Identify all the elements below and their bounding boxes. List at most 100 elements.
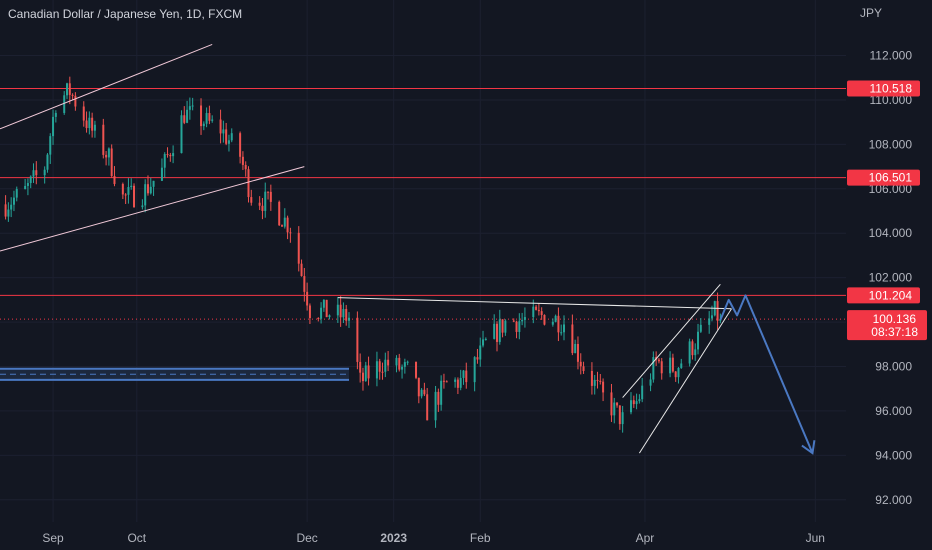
x-tick-label: Feb [470, 531, 491, 545]
candle-body [512, 320, 515, 322]
candle-body [306, 291, 309, 306]
candle-body [258, 202, 261, 206]
y-tick-label: 104.000 [869, 226, 913, 240]
candle-body [12, 197, 15, 205]
candle-body [166, 154, 169, 156]
candle-body [211, 119, 214, 121]
candle-body [247, 169, 250, 198]
candle-body [15, 189, 18, 198]
candle-body [289, 232, 292, 234]
candle-body [562, 324, 566, 333]
candle-body [669, 357, 672, 374]
trend-drawings [0, 43, 816, 455]
candle-body [495, 323, 498, 342]
candle-body [141, 205, 144, 208]
candle-body [657, 359, 660, 362]
candle-body [149, 186, 152, 194]
candle-body [415, 361, 418, 378]
candle-body [378, 361, 381, 372]
candle-body [356, 317, 359, 362]
candle-body [395, 357, 398, 366]
candle-body [375, 361, 378, 379]
candle-body [130, 185, 133, 188]
y-tick-label: 92.000 [875, 493, 912, 507]
candle-body [133, 185, 136, 208]
candle-body [384, 359, 387, 372]
channel-bottom-line [0, 166, 305, 252]
candle-body [127, 187, 130, 195]
candle-body [716, 301, 719, 321]
candle-body [283, 217, 286, 227]
candle-body [202, 123, 205, 127]
candle-body [671, 357, 674, 372]
candle-body [635, 401, 638, 405]
candle-body [660, 361, 663, 374]
candle-body [85, 120, 88, 129]
candle-body [417, 377, 420, 397]
candle-body [54, 112, 57, 117]
candle-body [345, 309, 348, 321]
candle-body [652, 357, 655, 380]
candle-body [74, 95, 77, 107]
candle-body [180, 115, 183, 154]
candle-body [456, 379, 459, 388]
y-tick-label: 98.000 [875, 360, 912, 374]
candle-body [398, 357, 401, 370]
price-level-label: 101.204 [869, 288, 913, 302]
candle-body [105, 154, 108, 158]
y-tick-label: 112.000 [870, 49, 913, 63]
candle-body [222, 129, 225, 134]
candle-body [593, 379, 596, 386]
candle-body [576, 343, 579, 362]
candle-body [7, 209, 10, 217]
countdown-label: 08:37:18 [871, 325, 918, 339]
candle-body [183, 115, 186, 123]
candle-body [479, 345, 482, 360]
x-tick-label: Sep [42, 531, 64, 545]
candle-body [308, 305, 311, 318]
price-level-tag [847, 287, 920, 304]
neckline [337, 297, 732, 310]
candle-body [574, 343, 577, 354]
candle-body [691, 341, 694, 356]
candle-body [244, 164, 247, 170]
candle-body [121, 184, 124, 195]
price-levels [0, 87, 846, 320]
candle-body [172, 153, 175, 157]
candle-body [361, 372, 364, 382]
candle-body [29, 176, 32, 184]
candle-body [278, 201, 281, 226]
candle-body [230, 133, 233, 141]
candle-body [10, 204, 13, 210]
candle-body [560, 332, 563, 334]
candle-body [465, 370, 468, 383]
candle-body [107, 148, 110, 158]
candle-body [322, 299, 325, 308]
support-zone [0, 367, 350, 381]
candle-body [674, 371, 677, 378]
y-tick-label: 102.000 [869, 271, 913, 285]
price-level-tag [847, 80, 920, 97]
candle-body [426, 394, 429, 421]
candle-body [52, 116, 55, 137]
candle-body [320, 307, 323, 319]
x-tick-label: Dec [296, 531, 317, 545]
candle-body [710, 315, 713, 319]
candle-body [191, 105, 194, 107]
candle-body [680, 363, 683, 368]
grid [0, 0, 846, 522]
price-level-label: 110.518 [870, 81, 913, 95]
candle-body [63, 95, 66, 113]
candle-body [543, 314, 546, 325]
candle-body [473, 357, 476, 383]
candle-body [618, 405, 621, 425]
candle-body [269, 191, 272, 202]
candle-body [537, 309, 540, 312]
candle-body [239, 133, 242, 157]
candle-body [163, 154, 166, 168]
candle-body [454, 379, 457, 382]
candle-body [93, 124, 96, 131]
candle-body [381, 371, 384, 373]
candle-body [339, 304, 342, 318]
